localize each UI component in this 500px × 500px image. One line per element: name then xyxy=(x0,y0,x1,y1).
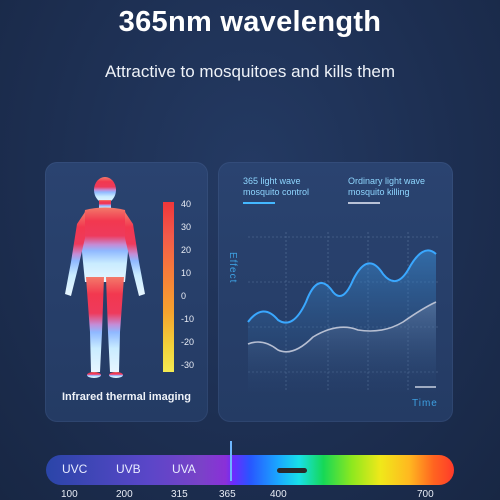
wavelength-tick: 100 xyxy=(61,489,78,500)
thermal-caption: Infrared thermal imaging xyxy=(62,391,191,403)
temperature-color-scale xyxy=(163,202,174,372)
band-uvb: UVB xyxy=(116,462,141,476)
band-uvc: UVC xyxy=(62,462,88,476)
band-uva: UVA xyxy=(172,462,196,476)
legend-365-swatch xyxy=(243,202,275,204)
thermal-panel: 40 30 20 10 0 -10 -20 -30 Infrared therm… xyxy=(45,162,208,422)
legend-365-label: 365 light wave mosquito control xyxy=(243,176,310,197)
legend-ordinary-swatch xyxy=(348,202,380,204)
wavelength-tick: 365 xyxy=(219,489,236,500)
scale-tick: 0 xyxy=(181,291,187,301)
series-ordinary-area xyxy=(248,302,436,392)
wavelength-spectrum-bar: UVC UVB UVA xyxy=(46,455,454,485)
visible-light-marker xyxy=(277,468,307,473)
365nm-marker xyxy=(230,441,232,481)
series-ordinary-line xyxy=(247,301,437,353)
scale-tick: 30 xyxy=(181,222,192,232)
wavelength-tick: 700 xyxy=(417,489,434,500)
page-title: 365nm wavelength xyxy=(118,6,382,38)
scale-tick: 20 xyxy=(181,245,192,255)
wavelength-tick: 200 xyxy=(116,489,133,500)
effect-chart-panel: 365 light wave mosquito control Ordinary … xyxy=(218,162,453,422)
page-subtitle: Attractive to mosquitoes and kills them xyxy=(104,62,396,81)
scale-tick: 40 xyxy=(181,199,192,209)
wavelength-tick: 315 xyxy=(171,489,188,500)
x-axis-label: Time xyxy=(412,398,438,409)
human-figure-thermal-illustration xyxy=(65,177,145,378)
wavelength-tick: 400 xyxy=(270,489,287,500)
series-365-line xyxy=(247,249,437,324)
legend-ordinary-label: Ordinary light wave mosquito killing xyxy=(348,176,426,197)
scale-tick: -10 xyxy=(181,314,195,324)
scale-tick: -30 xyxy=(181,360,195,370)
scale-tick: 10 xyxy=(181,268,192,278)
effect-comparison-graph xyxy=(247,232,438,392)
scale-tick: -20 xyxy=(181,337,195,347)
